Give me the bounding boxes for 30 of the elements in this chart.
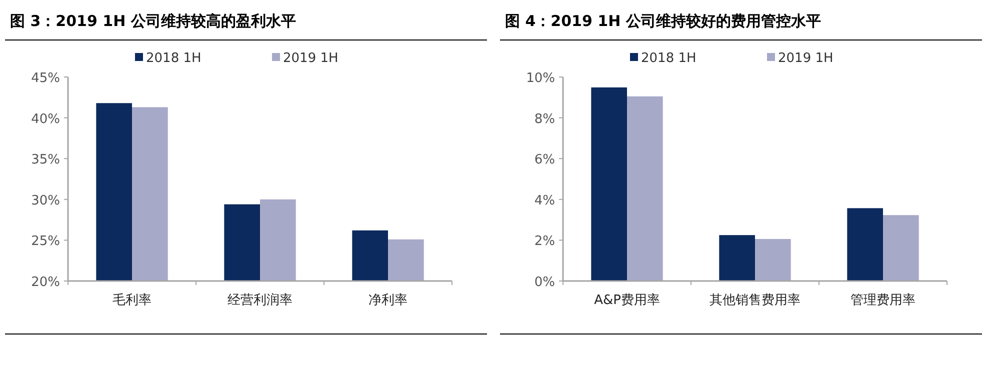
legend-label: 2019 1H bbox=[778, 51, 834, 66]
x-tick-label: 经营利润率 bbox=[228, 292, 292, 308]
chart-title: 图 3：2019 1H 公司维持较高的盈利水平 bbox=[10, 12, 296, 30]
y-tick-label: 0% bbox=[534, 275, 555, 290]
bar bbox=[883, 215, 919, 281]
y-tick-label: 25% bbox=[31, 234, 60, 250]
legend-label: 2018 1H bbox=[641, 51, 696, 66]
y-tick-label: 6% bbox=[534, 152, 555, 168]
x-tick-label: 管理费用率 bbox=[850, 292, 916, 308]
y-tick-label: 10% bbox=[526, 71, 555, 86]
y-tick-label: 35% bbox=[31, 152, 60, 168]
y-tick-label: 2% bbox=[534, 234, 555, 250]
chart-title: 图 4：2019 1H 公司维持较好的费用管控水平 bbox=[505, 12, 821, 30]
x-tick-label: 其他销售费用率 bbox=[710, 292, 800, 308]
y-tick-label: 40% bbox=[31, 112, 60, 127]
y-tick-label: 30% bbox=[31, 193, 60, 208]
bar bbox=[627, 96, 663, 281]
legend-label: 2019 1H bbox=[283, 51, 338, 66]
y-tick-label: 8% bbox=[534, 112, 555, 127]
x-tick-label: 净利率 bbox=[368, 292, 408, 308]
bar bbox=[591, 87, 627, 281]
legend-label: 2018 1H bbox=[146, 51, 202, 66]
x-tick-label: 毛利率 bbox=[112, 292, 152, 308]
y-tick-label: 4% bbox=[534, 193, 555, 208]
bar bbox=[719, 235, 755, 281]
y-tick-label: 20% bbox=[31, 275, 60, 290]
bar bbox=[847, 208, 883, 281]
bar bbox=[755, 238, 791, 281]
x-tick-label: A&P费用率 bbox=[594, 292, 660, 308]
y-tick-label: 45% bbox=[31, 71, 60, 86]
